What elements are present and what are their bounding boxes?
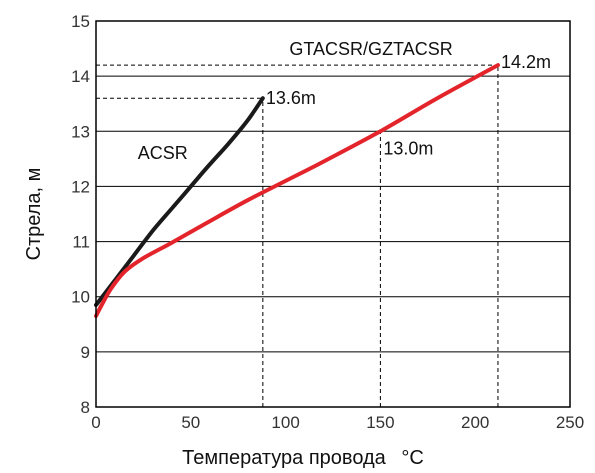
x-axis-label: Температура провода °C bbox=[182, 447, 424, 469]
y-tick-label: 14 bbox=[71, 67, 90, 86]
annotation-13-6m: 13.6m bbox=[266, 88, 316, 108]
y-tick-label: 11 bbox=[72, 233, 90, 252]
y-tick-label: 12 bbox=[71, 177, 90, 196]
x-axis-unit: °C bbox=[401, 447, 423, 469]
annotation-13-0m: 13.0m bbox=[383, 138, 433, 158]
series-label-gtacsr: GTACSR/GZTACSR bbox=[289, 39, 452, 59]
x-tick-label: 50 bbox=[181, 413, 200, 432]
annotation-14-2m: 14.2m bbox=[501, 52, 551, 72]
plot-frame bbox=[95, 20, 571, 408]
y-tick-label: 10 bbox=[71, 288, 90, 307]
y-tick-label: 13 bbox=[71, 122, 90, 141]
x-tick-label: 150 bbox=[366, 413, 394, 432]
y-tick-label: 8 bbox=[81, 398, 90, 417]
x-tick-label: 0 bbox=[91, 413, 100, 432]
x-axis-label-text: Температура провода bbox=[182, 447, 387, 469]
reference-lines bbox=[96, 64, 499, 407]
tick-labels: 0 50 100 150 200 250 8 9 10 11 12 13 14 15 bbox=[71, 12, 584, 432]
series-label-acsr: ACSR bbox=[138, 143, 188, 163]
x-tick-label: 100 bbox=[271, 413, 299, 432]
y-tick-label: 9 bbox=[81, 343, 90, 362]
x-tick-label: 250 bbox=[556, 413, 584, 432]
y-axis-label: Стрела, м bbox=[23, 168, 45, 261]
series-line-1 bbox=[94, 63, 500, 318]
y-tick-label: 15 bbox=[71, 12, 90, 31]
series-lines bbox=[94, 63, 500, 318]
x-tick-label: 200 bbox=[461, 413, 489, 432]
series-line-0 bbox=[94, 96, 265, 307]
